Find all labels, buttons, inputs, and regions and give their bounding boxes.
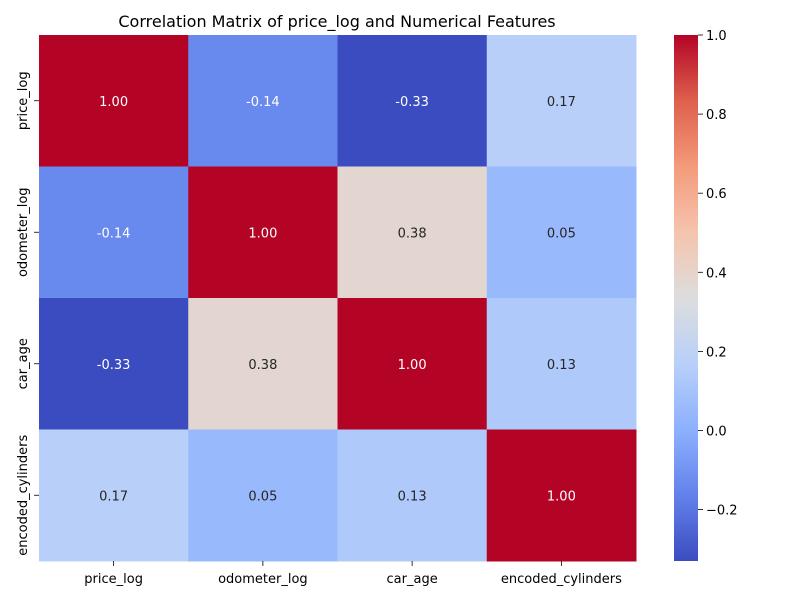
cell-value-label: 1.00 [99, 95, 128, 110]
y-tick-label: car_age [16, 338, 31, 389]
chart-title: Correlation Matrix of price_log and Nume… [118, 12, 555, 32]
colorbar-tick-label: 0.8 [706, 108, 727, 123]
heatmap-cell-4-1 [39, 429, 189, 562]
cell-value-label: 0.38 [398, 226, 427, 241]
y-tick-label: encoded_cylinders [16, 435, 31, 556]
cell-value-label: 0.17 [99, 489, 128, 504]
y-axis: price_log odometer_log car_age encoded_cyli… [16, 71, 39, 556]
colorbar-gradient [674, 35, 698, 561]
cell-value-label: -0.14 [97, 226, 131, 241]
heatmap-cell-4-4 [486, 429, 637, 562]
heatmap-cell-3-2 [188, 298, 338, 430]
colorbar: −0.2 0.0 0.2 0.4 0.6 0.8 1.0 [674, 29, 738, 561]
colorbar-tick-label: 1.0 [706, 29, 727, 44]
cell-value-label: -0.14 [246, 95, 280, 110]
x-tick-label: price_log [84, 572, 143, 587]
heatmap-cell-2-1 [39, 166, 189, 299]
cell-value-label: 1.00 [398, 358, 427, 373]
heatmap-cell-1-4 [486, 35, 637, 167]
heatmap-cell-3-3 [337, 298, 488, 430]
colorbar-tick-label: 0.2 [706, 345, 727, 360]
heatmap-cell-1-1 [39, 35, 189, 167]
colorbar-tick-label: −0.2 [706, 504, 738, 519]
x-tick-label: encoded_cylinders [501, 572, 622, 587]
heatmap-cell-1-2 [188, 35, 338, 167]
x-tick-label: car_age [387, 572, 438, 587]
heatmap-cell-3-4 [486, 298, 637, 430]
cell-value-label: 0.38 [248, 358, 277, 373]
heatmap-grid: 1.00 -0.14 -0.33 0.17 -0.14 1.00 0.38 0.05 -0.33… [39, 35, 637, 562]
colorbar-tick-label: 0.4 [706, 266, 727, 281]
cell-value-label: -0.33 [97, 358, 131, 373]
cell-value-label: 0.13 [398, 489, 427, 504]
heatmap-cell-2-2 [188, 166, 338, 299]
x-tick-label: odometer_log [218, 572, 308, 587]
cell-value-label: 0.17 [547, 95, 576, 110]
cell-value-label: 0.05 [248, 489, 277, 504]
heatmap-cell-2-4 [486, 166, 637, 299]
x-axis: price_log odometer_log car_age encoded_cyli… [84, 561, 622, 587]
colorbar-tick-label: 0.6 [706, 187, 727, 202]
heatmap-cell-2-3 [337, 166, 488, 299]
cell-value-label: 0.13 [547, 358, 576, 373]
y-tick-label: odometer_log [16, 187, 31, 277]
heatmap-cell-4-3 [337, 429, 488, 562]
cell-value-label: 1.00 [547, 489, 576, 504]
y-tick-label: price_log [16, 71, 31, 130]
cell-value-label: 1.00 [248, 226, 277, 241]
heatmap-cell-1-3 [337, 35, 488, 167]
heatmap-cell-4-2 [188, 429, 338, 562]
heatmap-cell-3-1 [39, 298, 189, 430]
cell-value-label: 0.05 [547, 226, 576, 241]
cell-value-label: -0.33 [395, 95, 429, 110]
colorbar-tick-label: 0.0 [706, 424, 727, 439]
